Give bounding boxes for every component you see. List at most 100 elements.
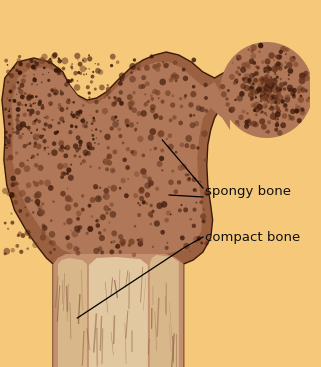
Circle shape [15, 69, 19, 72]
Circle shape [87, 147, 90, 149]
Circle shape [49, 58, 51, 60]
Circle shape [259, 119, 265, 125]
Circle shape [99, 84, 105, 90]
Circle shape [58, 103, 61, 106]
Circle shape [78, 147, 81, 150]
Circle shape [66, 108, 68, 110]
Circle shape [179, 210, 181, 212]
Circle shape [38, 99, 42, 104]
Circle shape [96, 219, 100, 222]
Circle shape [266, 99, 268, 101]
Circle shape [17, 58, 21, 63]
Circle shape [13, 67, 15, 69]
Circle shape [86, 151, 91, 156]
Circle shape [257, 83, 263, 88]
Circle shape [110, 241, 113, 243]
Circle shape [117, 97, 121, 102]
Circle shape [8, 73, 10, 76]
Circle shape [204, 158, 207, 162]
Circle shape [62, 57, 68, 64]
Circle shape [265, 89, 268, 92]
Circle shape [52, 119, 54, 121]
Circle shape [289, 56, 296, 62]
Circle shape [107, 157, 109, 159]
Circle shape [16, 108, 19, 111]
Circle shape [169, 78, 173, 83]
Circle shape [111, 116, 116, 121]
Circle shape [120, 241, 125, 246]
Circle shape [190, 122, 195, 128]
Circle shape [10, 176, 16, 181]
Circle shape [189, 250, 191, 252]
Circle shape [299, 73, 306, 79]
Circle shape [267, 93, 273, 99]
Circle shape [276, 91, 281, 97]
Circle shape [93, 184, 98, 189]
Circle shape [91, 215, 93, 218]
Circle shape [29, 236, 32, 239]
Circle shape [262, 91, 265, 95]
Circle shape [260, 86, 266, 92]
Circle shape [229, 107, 235, 113]
Circle shape [96, 137, 97, 139]
Circle shape [86, 232, 89, 235]
Circle shape [193, 236, 200, 243]
Circle shape [239, 91, 245, 97]
Circle shape [136, 122, 138, 124]
Circle shape [220, 84, 225, 90]
Circle shape [249, 79, 255, 85]
Circle shape [199, 106, 205, 112]
Circle shape [33, 134, 39, 141]
Circle shape [272, 82, 273, 84]
Circle shape [66, 99, 71, 104]
Circle shape [270, 83, 274, 87]
Circle shape [54, 87, 56, 89]
Circle shape [196, 236, 201, 241]
Circle shape [145, 202, 148, 205]
Circle shape [165, 90, 171, 96]
Circle shape [82, 59, 84, 61]
Circle shape [256, 109, 259, 112]
Circle shape [274, 64, 280, 70]
Circle shape [54, 92, 57, 95]
Circle shape [92, 71, 94, 73]
Circle shape [256, 104, 263, 110]
Circle shape [280, 122, 286, 128]
Circle shape [139, 196, 144, 201]
Circle shape [129, 122, 134, 128]
Circle shape [128, 239, 135, 245]
Circle shape [265, 83, 269, 87]
Circle shape [247, 78, 252, 82]
Circle shape [290, 116, 295, 121]
Circle shape [4, 222, 6, 225]
Circle shape [73, 246, 79, 252]
Circle shape [26, 182, 31, 188]
Circle shape [195, 201, 197, 203]
Circle shape [122, 142, 125, 144]
Circle shape [275, 55, 279, 59]
Circle shape [91, 122, 93, 125]
Circle shape [137, 67, 140, 70]
Circle shape [142, 200, 146, 204]
Polygon shape [53, 254, 184, 367]
Circle shape [68, 98, 70, 101]
Circle shape [76, 251, 81, 255]
Circle shape [70, 113, 73, 116]
Circle shape [133, 58, 136, 62]
Circle shape [36, 84, 38, 86]
Circle shape [266, 65, 270, 69]
Circle shape [265, 58, 270, 64]
Circle shape [273, 69, 275, 71]
Circle shape [258, 51, 261, 53]
Circle shape [11, 182, 15, 187]
Circle shape [95, 63, 96, 64]
Circle shape [30, 132, 32, 134]
Circle shape [31, 83, 33, 86]
Circle shape [43, 128, 46, 131]
Circle shape [41, 202, 44, 206]
Circle shape [39, 208, 41, 210]
Circle shape [37, 120, 41, 123]
Circle shape [7, 64, 8, 66]
Circle shape [288, 88, 292, 92]
Circle shape [276, 122, 279, 126]
